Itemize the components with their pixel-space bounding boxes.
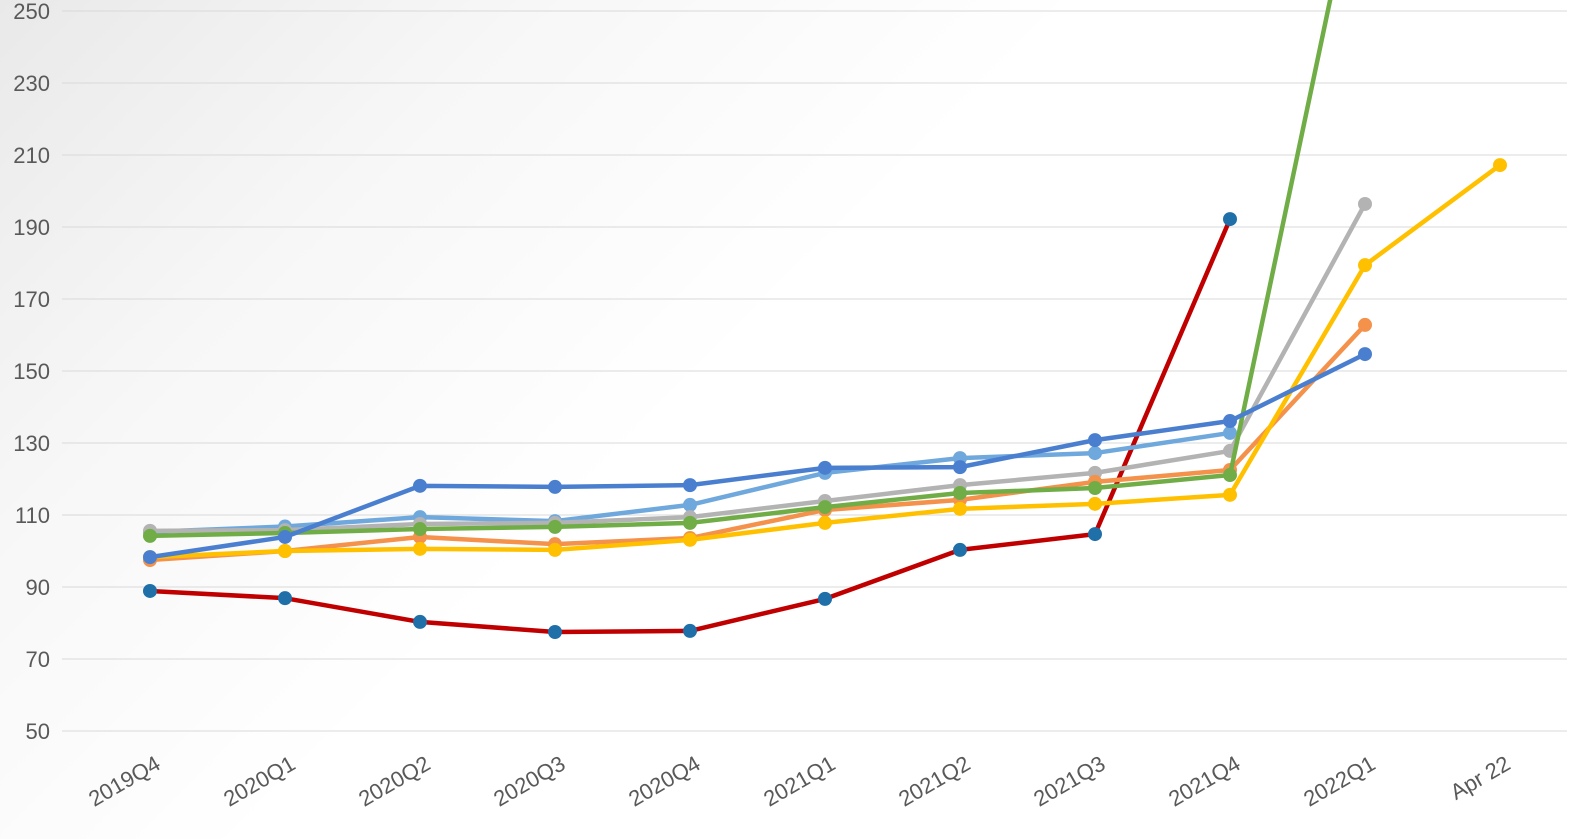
data-point	[278, 544, 292, 558]
data-point	[818, 515, 832, 530]
y-tick-label: 70	[26, 647, 50, 672]
data-point	[278, 591, 292, 606]
data-point	[1223, 414, 1237, 429]
data-point	[953, 460, 967, 475]
data-point	[1358, 196, 1372, 211]
y-tick-label: 50	[26, 719, 50, 744]
data-point	[548, 625, 562, 639]
data-point	[953, 542, 967, 557]
data-point	[413, 522, 427, 537]
y-tick-label: 130	[13, 431, 50, 456]
series-line	[149, 0, 1333, 539]
x-tick-label: 2020Q1	[219, 751, 299, 812]
data-point	[1088, 481, 1102, 495]
data-point	[683, 515, 697, 530]
series-line	[149, 352, 1366, 560]
data-point	[1088, 433, 1102, 448]
y-tick-label: 170	[13, 287, 50, 312]
x-tick-label: 2020Q3	[489, 751, 569, 812]
series-line	[149, 202, 1367, 534]
x-tick-label: Apr 22	[1446, 751, 1515, 805]
data-point	[143, 528, 157, 543]
data-point	[143, 550, 157, 565]
x-tick-label: 2020Q4	[624, 751, 704, 812]
x-tick-label: 2021Q4	[1164, 751, 1244, 812]
data-point	[683, 497, 697, 512]
plot-area	[143, 0, 1507, 639]
data-point	[143, 583, 157, 598]
data-point	[1223, 487, 1237, 502]
data-point	[1223, 212, 1237, 227]
data-point	[683, 623, 697, 638]
y-tick-label: 210	[13, 143, 50, 168]
data-point	[1088, 527, 1102, 542]
data-point	[548, 479, 562, 494]
data-point	[1358, 347, 1372, 362]
y-tick-label: 90	[26, 575, 50, 600]
y-tick-label: 230	[13, 71, 50, 96]
data-point	[1358, 317, 1372, 332]
data-point	[1223, 468, 1237, 483]
data-point	[413, 541, 427, 556]
x-tick-label: 2022Q1	[1299, 751, 1379, 812]
y-tick-label: 110	[15, 503, 50, 528]
x-tick-label: 2021Q3	[1029, 751, 1109, 812]
data-point	[278, 529, 292, 544]
data-point	[1088, 446, 1102, 461]
series-line	[149, 218, 1233, 635]
series-line	[149, 323, 1367, 563]
data-point	[413, 478, 427, 493]
data-point	[683, 478, 697, 493]
data-point	[818, 591, 832, 606]
data-point	[548, 542, 562, 557]
data-point	[818, 500, 832, 515]
data-point	[1088, 496, 1102, 511]
data-point	[1223, 425, 1237, 440]
data-point	[1493, 158, 1507, 173]
x-tick-label: 2021Q2	[894, 751, 974, 812]
data-point	[413, 614, 427, 629]
data-point	[953, 486, 967, 501]
data-point	[683, 532, 697, 547]
y-tick-label: 150	[13, 359, 50, 384]
y-tick-label: 250	[13, 0, 50, 24]
x-tick-label: 2020Q2	[354, 751, 434, 812]
data-point	[953, 501, 967, 516]
data-point	[1358, 258, 1372, 273]
data-point	[818, 460, 832, 475]
y-tick-label: 190	[13, 215, 50, 240]
data-point	[548, 519, 562, 534]
x-tick-label: 2021Q1	[759, 751, 839, 812]
x-tick-label: 2019Q4	[84, 751, 164, 812]
